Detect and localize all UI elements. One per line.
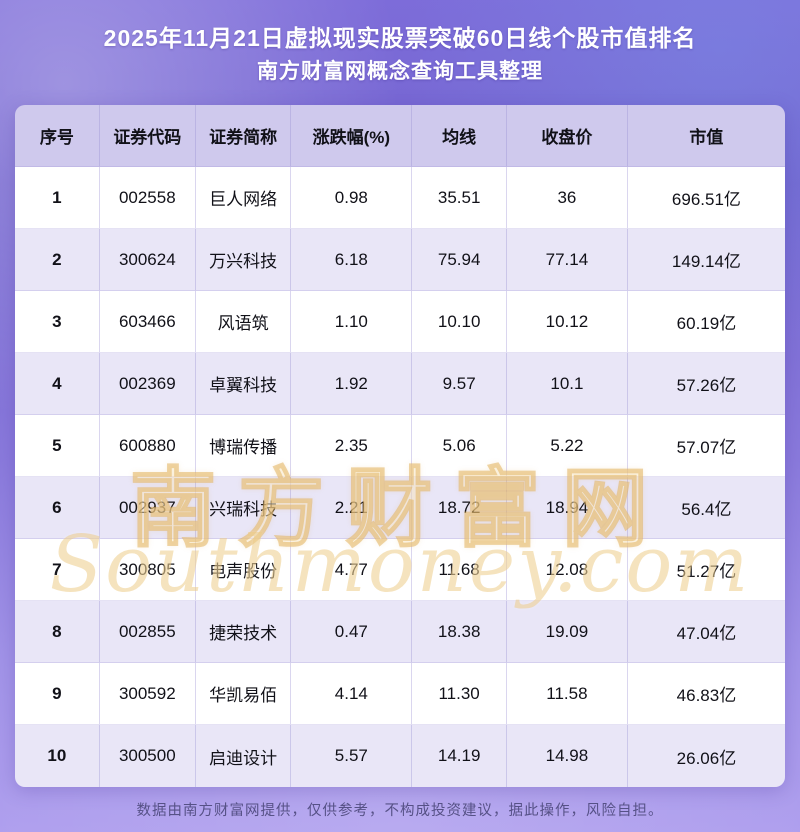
table-row: 1 002558 巨人网络 0.98 35.51 36 696.51亿	[15, 167, 785, 229]
table-cell: 46.83亿	[627, 663, 785, 725]
table-cell: 华凯易佰	[195, 663, 292, 725]
table-cell: 6.18	[291, 229, 413, 291]
table-cell: 60.19亿	[627, 291, 785, 353]
table-cell: 2.35	[291, 415, 413, 477]
table-cell: 18.38	[412, 601, 507, 663]
table-cell: 5	[15, 415, 100, 477]
table-cell: 47.04亿	[627, 601, 785, 663]
column-header-name: 证券简称	[195, 105, 292, 167]
table-cell: 149.14亿	[627, 229, 785, 291]
table-cell: 11.58	[506, 663, 628, 725]
table-row: 6 002937 兴瑞科技 2.21 18.72 18.94 56.4亿	[15, 477, 785, 539]
page-subtitle: 南方财富网概念查询工具整理	[257, 60, 543, 83]
table-cell: 10	[15, 725, 100, 787]
table-cell: 0.47	[291, 601, 413, 663]
table-cell: 9	[15, 663, 100, 725]
table-header-row: 序号 证券代码 证券简称 涨跌幅(%) 均线 收盘价 市值	[15, 105, 785, 167]
table-cell: 696.51亿	[627, 167, 785, 229]
table-cell: 57.07亿	[627, 415, 785, 477]
table-cell: 兴瑞科技	[195, 477, 292, 539]
table-cell: 002369	[99, 353, 196, 415]
column-header-close: 收盘价	[506, 105, 628, 167]
table-cell: 75.94	[412, 229, 507, 291]
table-cell: 56.4亿	[627, 477, 785, 539]
table-cell: 卓翼科技	[195, 353, 292, 415]
table-cell: 10.1	[506, 353, 628, 415]
table-cell: 18.94	[506, 477, 628, 539]
table-row: 3 603466 风语筑 1.10 10.10 10.12 60.19亿	[15, 291, 785, 353]
table-cell: 19.09	[506, 601, 628, 663]
table-row: 5 600880 博瑞传播 2.35 5.06 5.22 57.07亿	[15, 415, 785, 477]
table-cell: 002558	[99, 167, 196, 229]
table-body: 1 002558 巨人网络 0.98 35.51 36 696.51亿 2 300624 万兴科技…	[15, 167, 785, 787]
table-cell: 35.51	[412, 167, 507, 229]
table-row: 10 300500 启迪设计 5.57 14.19 14.98 26.06亿	[15, 725, 785, 787]
table-cell: 6	[15, 477, 100, 539]
stock-table: 序号 证券代码 证券简称 涨跌幅(%) 均线 收盘价 市值 1 002558 巨人网…	[15, 105, 785, 787]
table-cell: 0.98	[291, 167, 413, 229]
table-cell: 4.77	[291, 539, 413, 601]
table-cell: 18.72	[412, 477, 507, 539]
table-cell: 26.06亿	[676, 748, 737, 768]
table-cell: 300805	[99, 539, 196, 601]
table-cell: 1.92	[291, 353, 413, 415]
page-title: 2025年11月21日虚拟现实股票突破60日线个股市值排名	[103, 25, 697, 51]
table-cell: 3	[15, 291, 100, 353]
table-cell: 2.21	[291, 477, 413, 539]
table-cell: 1.10	[291, 291, 413, 353]
column-header-marketcap: 市值	[627, 105, 785, 167]
table-row: 2 300624 万兴科技 6.18 75.94 77.14 149.14亿	[15, 229, 785, 291]
table-cell: 7	[15, 539, 100, 601]
footer-disclaimer: 数据由南方财富网提供，仅供参考，不构成投资建议，据此操作，风险自担。	[136, 803, 664, 819]
column-header-code: 证券代码	[99, 105, 196, 167]
table-cell: 002937	[99, 477, 196, 539]
table-cell: 57.26亿	[627, 353, 785, 415]
table-cell: 14.98	[507, 725, 628, 787]
table-cell: 巨人网络	[195, 167, 292, 229]
table-row: 4 002369 卓翼科技 1.92 9.57 10.1 57.26亿	[15, 353, 785, 415]
table-cell: 博瑞传播	[195, 415, 292, 477]
table-cell: 14.19	[412, 725, 507, 787]
table-row: 9 300592 华凯易佰 4.14 11.30 11.58 46.83亿	[15, 663, 785, 725]
table-cell: 启迪设计	[196, 725, 292, 787]
table-cell: 300592	[99, 663, 196, 725]
table-cell: 2	[15, 229, 100, 291]
table-cell: 10.10	[412, 291, 507, 353]
table-cell: 捷荣技术	[195, 601, 292, 663]
table-cell: 600880	[99, 415, 196, 477]
table-cell: 8	[15, 601, 100, 663]
table-cell: 300624	[99, 229, 196, 291]
column-header-index: 序号	[15, 105, 100, 167]
table-cell: 风语筑	[195, 291, 292, 353]
table-cell: 300500	[100, 725, 196, 787]
column-header-ma: 均线	[412, 105, 507, 167]
table-cell: 10.12	[506, 291, 628, 353]
table-cell: 11.68	[412, 539, 507, 601]
table-row: 8 002855 捷荣技术 0.47 18.38 19.09 47.04亿	[15, 601, 785, 663]
table-row: 7 300805 电声股份 4.77 11.68 12.08 51.27亿	[15, 539, 785, 601]
table-cell: 5.22	[506, 415, 628, 477]
page-header: 2025年11月21日虚拟现实股票突破60日线个股市值排名 南方财富网概念查询工…	[0, 22, 800, 88]
table-cell: 5.06	[412, 415, 507, 477]
table-cell: 11.30	[412, 663, 507, 725]
table-cell: 1	[15, 167, 100, 229]
table-cell: 4	[15, 353, 100, 415]
table-cell: 5.57	[291, 725, 413, 787]
table-cell: 12.08	[506, 539, 628, 601]
table-cell: 电声股份	[195, 539, 292, 601]
column-header-change-pct: 涨跌幅(%)	[291, 105, 413, 167]
table-cell: 603466	[99, 291, 196, 353]
table-cell: 77.14	[506, 229, 628, 291]
table-cell: 51.27亿	[627, 539, 785, 601]
table-cell: 36	[506, 167, 628, 229]
table-cell: 9.57	[412, 353, 507, 415]
table-cell: 万兴科技	[195, 229, 292, 291]
table-cell: 002855	[99, 601, 196, 663]
table-cell: 4.14	[291, 663, 413, 725]
